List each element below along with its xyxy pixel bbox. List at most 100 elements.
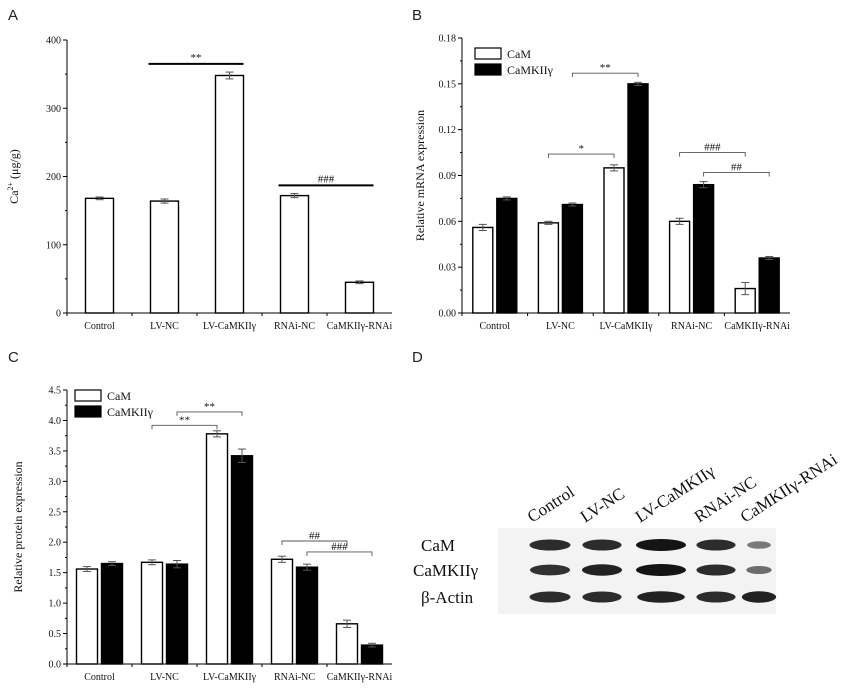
panel-label-c: C [8,349,19,366]
x-tick-label: RNAi-NC [274,672,315,683]
bar [758,257,780,314]
blot-row-label: CaM [421,536,455,555]
significance-bracket [703,171,770,177]
bar [692,183,715,314]
x-tick-label: LV-NC [546,321,575,332]
y-axis-label-superscript: 2+ [6,181,15,190]
y-tick-label: 0.0 [49,660,62,671]
bar [100,562,124,665]
y-axis-label: Relative mRNA expression [413,110,427,241]
blot-band [696,591,736,603]
legend-label: CaM [507,47,531,61]
y-tick-label: 0.09 [439,171,457,182]
significance-marker: ### [704,142,721,154]
y-tick-label: 100 [46,240,61,251]
x-tick-label: Control [84,321,115,332]
y-tick-label: 0.06 [439,217,457,228]
significance-bracket [176,411,243,416]
y-axis-label-main: Ca [7,190,21,204]
blot-lane-label: Control [524,482,578,526]
bar [472,226,494,314]
blot-band [529,539,571,551]
bar [230,455,254,665]
y-tick-label: 0.15 [439,79,457,90]
x-tick-label: CaMKIIγ-RNAi [327,672,393,683]
y-tick-label: 3.0 [49,477,62,488]
blot-band [696,564,736,576]
y-tick-label: 2.5 [49,507,62,518]
significance-marker: ** [179,414,190,426]
legend-swatch [74,405,102,418]
blot-band [696,539,736,551]
x-tick-label: CaMKIIγ-RNAi [724,321,790,332]
bar [140,561,164,665]
panel-label-d: D [412,349,423,366]
bar [561,203,584,314]
blot-band [581,564,623,576]
y-tick-label: 0.12 [439,125,457,136]
x-tick-label: LV-NC [150,321,179,332]
y-tick-label: 4.0 [49,416,62,427]
significance-marker: ## [309,530,321,542]
blot-row-label: CaMKIIγ [413,561,479,580]
bar [295,566,319,665]
blot-band [529,564,571,576]
bar [84,197,115,314]
bar [335,623,359,665]
significance-bracket [151,424,218,430]
x-tick-label: LV-CaMKIIγ [203,672,257,683]
y-tick-label: 400 [46,36,61,47]
y-axis-label: Ca2+ (μg/g) [6,149,21,204]
significance-marker: ## [731,161,743,173]
y-axis-label: Relative protein expression [11,461,25,592]
y-tick-label: 200 [46,172,61,183]
y-tick-label: 2.0 [49,538,62,549]
bar [205,433,229,665]
y-tick-label: 3.5 [49,446,62,457]
bar [75,568,99,665]
x-tick-label: LV-NC [150,672,179,683]
bar [344,281,375,314]
x-tick-label: Control [84,672,115,683]
y-tick-label: 0.00 [439,309,457,320]
bar [214,74,245,314]
y-tick-label: 1.0 [49,599,62,610]
chart-a: 0 100 200 300 400 Control LV-NC LV-CaMKIIγ RNAi-… [6,36,392,333]
significance-marker: ** [204,401,215,413]
significance-bracket [281,540,348,546]
y-axis-label-unit: (μg/g) [7,149,21,182]
legend-swatch [474,63,502,76]
blot-band [637,591,685,603]
x-tick-label: LV-CaMKIIγ [203,321,257,332]
significance-marker: ** [600,62,611,74]
significance-bracket [571,72,639,78]
blot-band [747,541,771,549]
significance-bracket [547,153,615,159]
blot-band [582,591,622,603]
bar [668,220,691,314]
x-tick-label: RNAi-NC [671,321,712,332]
legend-swatch [474,47,502,60]
x-tick-label: RNAi-NC [274,321,315,332]
significance-marker: ### [318,173,335,185]
y-tick-label: 300 [46,104,61,115]
bar [360,644,384,665]
x-tick-label: CaMKIIγ-RNAi [327,321,393,332]
panel-label-b: B [412,7,422,24]
western-blot: Control LV-NC LV-CaMKIIγRNAi-NCCaMKIIγ-RNA… [413,450,841,614]
y-tick-label: 1.5 [49,568,62,579]
blot-band [636,539,686,551]
y-tick-label: 0.18 [439,34,457,45]
significance-marker: ### [331,541,348,553]
bar [279,194,310,314]
chart-c: 0.0 0.5 1.0 1.5 2.0 2.5 3.0 3.5 4.0 4.5 Control LV-… [11,386,392,684]
significance-marker: * [578,143,584,155]
significance-bracket [679,152,746,157]
legend-label: CaMKIIγ [107,405,154,419]
bar [627,83,649,314]
blot-lane-label: LV-NC [577,484,628,527]
y-tick-label: 0.03 [439,263,457,274]
legend-label: CaM [107,389,131,403]
blot-row-label: β-Actin [421,588,474,607]
